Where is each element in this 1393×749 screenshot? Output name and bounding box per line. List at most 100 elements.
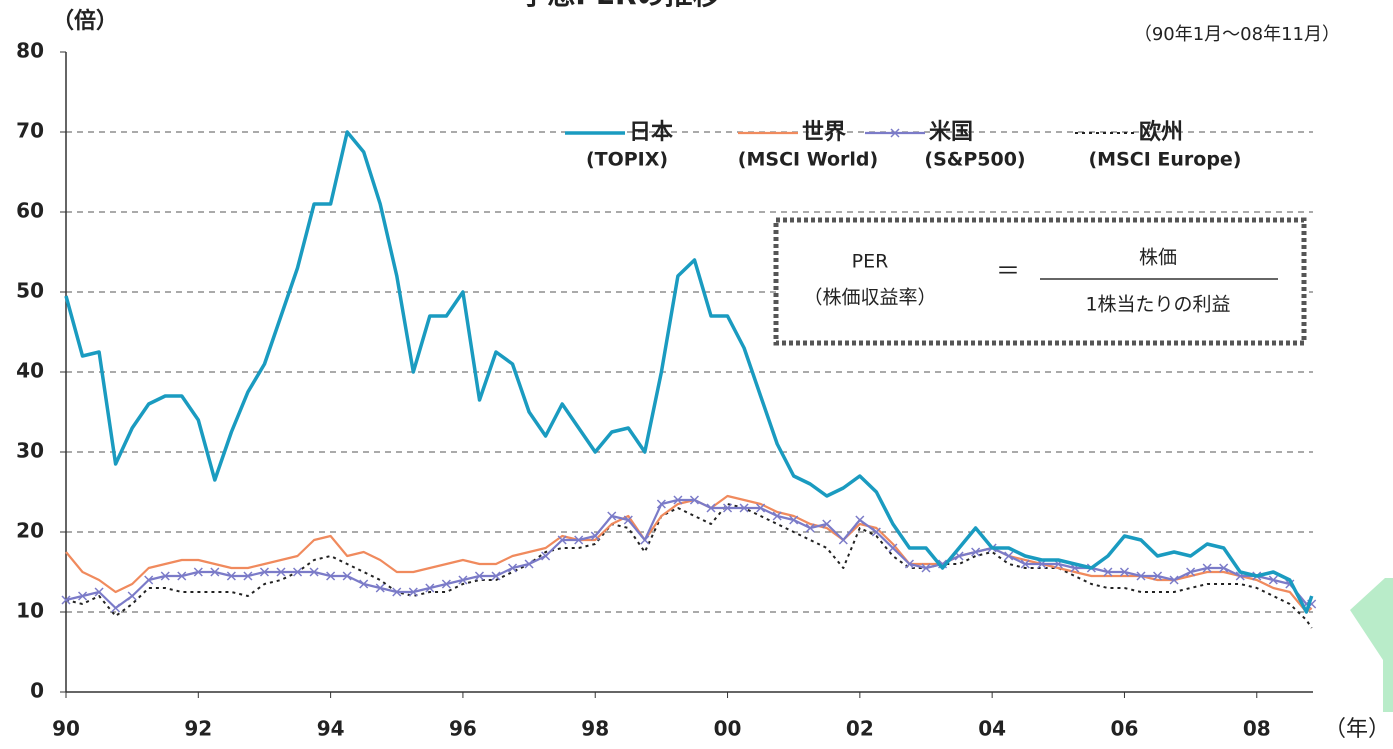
series-marker [739,503,749,513]
legend-index: (TOPIX) [586,149,668,171]
series-line [64,130,1314,614]
series-marker [474,571,484,581]
legend-label: 日本 [629,120,673,145]
series-marker [921,563,931,573]
series-marker [408,587,418,597]
series-marker [541,551,551,561]
formula-denominator: 1株当たりの利益 [1085,294,1230,316]
series-marker [607,511,617,521]
legend-index: (MSCI World) [738,149,878,171]
x-tick-label: 02 [846,717,874,741]
series-marker [805,523,815,533]
series-marker [1103,567,1113,577]
series-marker [193,567,203,577]
series-marker [243,571,253,581]
x-tick-label: 04 [978,717,1006,741]
formula-numerator: 株価 [1139,247,1177,269]
formula-equals: ＝ [996,257,1020,285]
legend-index: (MSCI Europe) [1088,149,1241,171]
series-marker [640,535,650,545]
series-marker [656,499,666,509]
x-tick-label: 90 [52,717,80,741]
series-marker [1020,559,1030,569]
series-marker [1186,567,1196,577]
series-marker [904,559,914,569]
series-marker [971,547,981,557]
series-marker [590,531,600,541]
series-marker [61,595,71,605]
series-marker [342,571,352,581]
legend-label: 世界 [802,120,846,145]
series-marker [1169,575,1179,585]
series-marker [871,527,881,537]
series-marker [309,567,319,577]
chart-title: 予想PERの推移 [519,0,720,11]
series-marker [359,579,369,589]
y-tick-label: 70 [16,119,44,143]
x-tick-label: 98 [581,717,609,741]
y-unit: （倍） [52,8,118,34]
decoration [1350,578,1393,712]
series-marker [855,515,865,525]
series-marker [78,591,88,601]
x-tick-label: 00 [714,717,742,741]
y-tick-label: 20 [16,519,44,543]
series-marker [524,559,534,569]
series-marker [425,583,435,593]
series-marker [706,503,716,513]
series-marker [723,503,733,513]
y-tick-label: 40 [16,359,44,383]
series-marker [772,511,782,521]
formula-lhs: PER [852,251,889,273]
series-marker [557,535,567,545]
y-tick-label: 10 [16,599,44,623]
series-marker [789,515,799,525]
series-marker [673,495,683,505]
series-marker [1136,571,1146,581]
series-marker [226,571,236,581]
series-marker [1153,571,1163,581]
series-marker [689,495,699,505]
y-tick-label: 0 [30,679,44,703]
x-tick-label: 94 [317,717,345,741]
series-marker [177,571,187,581]
series-marker [127,591,137,601]
series-marker [276,567,286,577]
series-marker [1219,563,1229,573]
series-marker [375,583,385,593]
series-marker [293,567,303,577]
x-tick-label: 06 [1111,717,1139,741]
series-marker [144,575,154,585]
series-marker [574,535,584,545]
x-tick-label: 08 [1243,717,1271,741]
period: （90年1月～08年11月） [1134,24,1340,45]
series-marker [838,535,848,545]
series-marker [1119,567,1129,577]
series-line [65,494,1313,614]
series-marker [888,543,898,553]
series-marker [458,575,468,585]
series-marker [491,571,501,581]
series-marker [508,563,518,573]
series-marker [94,587,104,597]
series-marker [756,503,766,513]
series-marker [210,567,220,577]
series-marker [822,519,832,529]
series-marker [326,571,336,581]
legend-marker [890,128,900,138]
legend: 日本 (TOPIX) 世界 (MSCI World) 米国 (S&P500) 欧州 (MSCI… [565,119,1242,171]
series-marker [623,515,633,525]
formula-box [773,217,1307,346]
formula-note: （株価収益率） [803,287,936,309]
series-marker [1202,563,1212,573]
y-tick-label: 60 [16,199,44,223]
x-tick-label: 96 [449,717,477,741]
legend-label: 米国 [929,120,973,145]
series-marker [1004,551,1014,561]
legend-index: (S&P500) [924,149,1025,171]
x-tick-label: 92 [184,717,212,741]
legend-label: 欧州 [1139,119,1183,145]
series-marker [160,571,170,581]
series-marker [1268,575,1278,585]
series-marker [441,579,451,589]
